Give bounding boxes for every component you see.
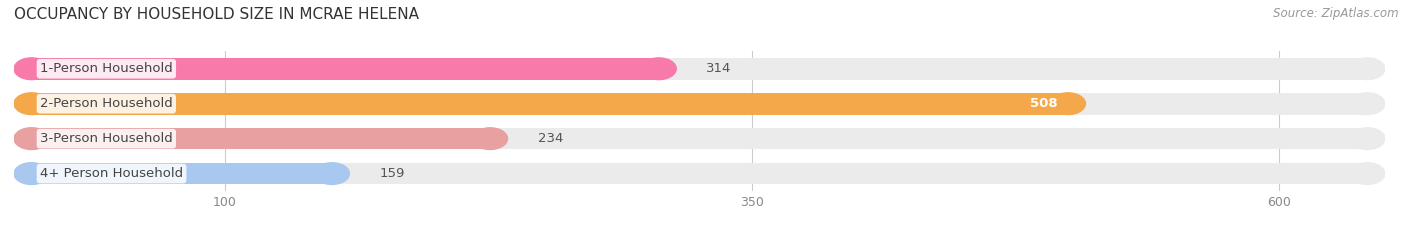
Ellipse shape — [14, 58, 49, 80]
Ellipse shape — [14, 93, 49, 115]
Ellipse shape — [1350, 163, 1385, 185]
Ellipse shape — [641, 58, 676, 80]
Ellipse shape — [14, 128, 49, 150]
Text: 3-Person Household: 3-Person Household — [39, 132, 173, 145]
Text: 159: 159 — [380, 167, 405, 180]
Bar — [31, 58, 1368, 80]
Bar — [31, 93, 1069, 115]
Bar — [31, 128, 491, 150]
Bar — [31, 93, 1368, 115]
Bar — [31, 58, 659, 80]
Text: 2-Person Household: 2-Person Household — [39, 97, 173, 110]
Text: 234: 234 — [537, 132, 562, 145]
Ellipse shape — [315, 163, 350, 185]
Ellipse shape — [14, 163, 49, 185]
Ellipse shape — [1350, 128, 1385, 150]
Ellipse shape — [472, 128, 508, 150]
Text: Source: ZipAtlas.com: Source: ZipAtlas.com — [1274, 7, 1399, 20]
Bar — [31, 163, 332, 185]
Bar — [31, 128, 1368, 150]
Text: 314: 314 — [706, 62, 731, 75]
Ellipse shape — [14, 163, 49, 185]
Ellipse shape — [14, 58, 49, 80]
Ellipse shape — [14, 128, 49, 150]
Text: OCCUPANCY BY HOUSEHOLD SIZE IN MCRAE HELENA: OCCUPANCY BY HOUSEHOLD SIZE IN MCRAE HEL… — [14, 7, 419, 22]
Ellipse shape — [14, 93, 49, 115]
Ellipse shape — [1050, 93, 1085, 115]
Bar — [31, 163, 1368, 185]
Ellipse shape — [1350, 93, 1385, 115]
Text: 508: 508 — [1029, 97, 1057, 110]
Text: 4+ Person Household: 4+ Person Household — [39, 167, 183, 180]
Ellipse shape — [1350, 58, 1385, 80]
Text: 1-Person Household: 1-Person Household — [39, 62, 173, 75]
